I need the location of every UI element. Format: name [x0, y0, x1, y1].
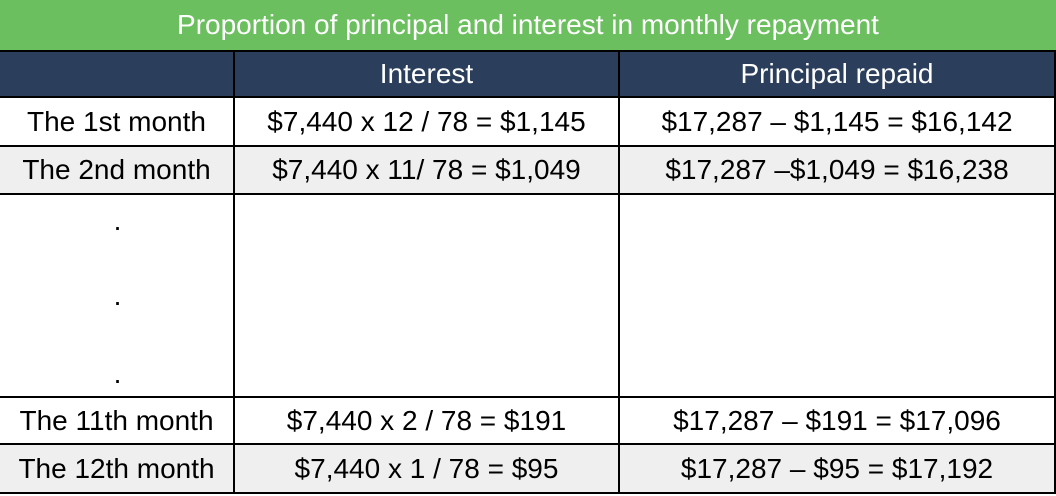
row-label: The 1st month — [0, 98, 235, 147]
ellipsis-dot: . — [113, 358, 122, 389]
cell: $7,440 x 11/ 78 = $1,049 — [235, 147, 620, 195]
title: Proportion of principal and interest in … — [0, 0, 1056, 52]
ellipsis-cell — [0, 195, 235, 398]
cell: $17,287 – $191 = $17,096 — [620, 398, 1056, 445]
cell: $7,440 x 2 / 78 = $191 — [235, 398, 620, 445]
row-label: The 2nd month — [0, 147, 235, 195]
ellipsis-dot: . — [113, 205, 122, 236]
cell: $7,440 x 12 / 78 = $1,145 — [235, 98, 620, 147]
cell: $17,287 – $95 = $17,192 — [620, 445, 1056, 494]
cell: $17,287 –$1,049 = $16,238 — [620, 147, 1056, 195]
cell: $7,440 x 1 / 78 = $95 — [235, 445, 620, 494]
ellipsis-cell — [235, 195, 620, 398]
ellipsis-dot: . — [113, 280, 122, 311]
row-label: The 11th month — [0, 398, 235, 445]
row-label: The 12th month — [0, 445, 235, 494]
header-blank — [0, 52, 235, 98]
cell: $17,287 – $1,145 = $16,142 — [620, 98, 1056, 147]
ellipsis-cell — [620, 195, 1056, 398]
column-header: Principal repaid — [620, 52, 1056, 98]
column-header: Interest — [235, 52, 620, 98]
